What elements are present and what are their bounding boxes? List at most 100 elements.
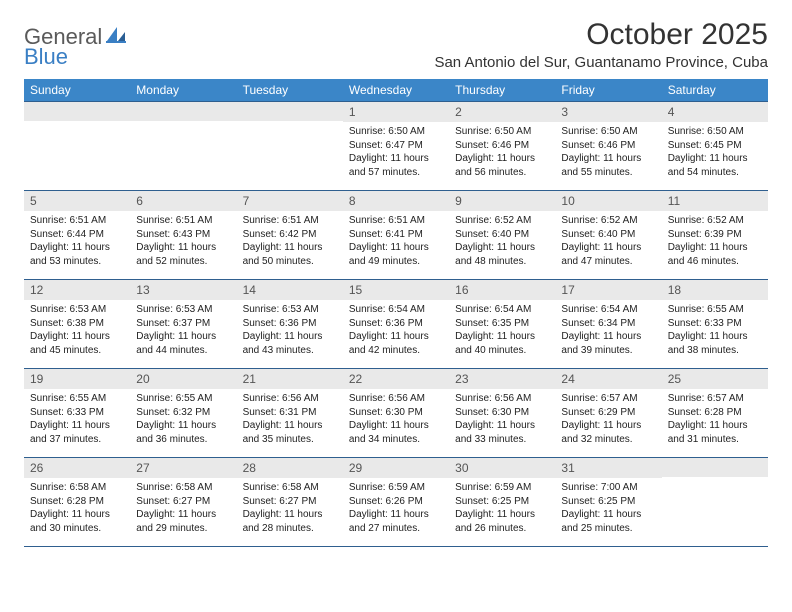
month-title: October 2025 [434, 18, 768, 52]
sunrise-text: Sunrise: 6:51 AM [136, 214, 230, 228]
day-number: 20 [130, 369, 236, 389]
day-cell: 18Sunrise: 6:55 AMSunset: 6:33 PMDayligh… [662, 280, 768, 368]
day-cell: 5Sunrise: 6:51 AMSunset: 6:44 PMDaylight… [24, 191, 130, 279]
daylight-line2: and 36 minutes. [136, 433, 230, 447]
sunset-text: Sunset: 6:30 PM [455, 406, 549, 420]
weekday-wednesday: Wednesday [343, 79, 449, 101]
day-number: 11 [662, 191, 768, 211]
sunset-text: Sunset: 6:27 PM [243, 495, 337, 509]
weekday-friday: Friday [555, 79, 661, 101]
daylight-line1: Daylight: 11 hours [349, 508, 443, 522]
sunrise-text: Sunrise: 6:56 AM [243, 392, 337, 406]
brand-sail-icon [106, 26, 128, 49]
sunrise-text: Sunrise: 6:59 AM [455, 481, 549, 495]
day-content: Sunrise: 6:51 AMSunset: 6:41 PMDaylight:… [343, 211, 449, 272]
day-cell: 29Sunrise: 6:59 AMSunset: 6:26 PMDayligh… [343, 458, 449, 546]
day-number: 29 [343, 458, 449, 478]
day-number: 21 [237, 369, 343, 389]
daylight-line2: and 32 minutes. [561, 433, 655, 447]
daylight-line1: Daylight: 11 hours [668, 419, 762, 433]
day-cell: 26Sunrise: 6:58 AMSunset: 6:28 PMDayligh… [24, 458, 130, 546]
daylight-line1: Daylight: 11 hours [136, 419, 230, 433]
day-content: Sunrise: 6:54 AMSunset: 6:35 PMDaylight:… [449, 300, 555, 361]
daylight-line2: and 34 minutes. [349, 433, 443, 447]
day-content: Sunrise: 6:52 AMSunset: 6:39 PMDaylight:… [662, 211, 768, 272]
sunrise-text: Sunrise: 6:55 AM [136, 392, 230, 406]
sunset-text: Sunset: 6:39 PM [668, 228, 762, 242]
daylight-line1: Daylight: 11 hours [136, 330, 230, 344]
sunset-text: Sunset: 6:28 PM [668, 406, 762, 420]
sunset-text: Sunset: 6:45 PM [668, 139, 762, 153]
daylight-line2: and 38 minutes. [668, 344, 762, 358]
day-content: Sunrise: 7:00 AMSunset: 6:25 PMDaylight:… [555, 478, 661, 539]
day-cell: 30Sunrise: 6:59 AMSunset: 6:25 PMDayligh… [449, 458, 555, 546]
daylight-line2: and 39 minutes. [561, 344, 655, 358]
sunrise-text: Sunrise: 6:50 AM [668, 125, 762, 139]
sunrise-text: Sunrise: 6:51 AM [243, 214, 337, 228]
day-number: 17 [555, 280, 661, 300]
sunset-text: Sunset: 6:47 PM [349, 139, 443, 153]
daylight-line1: Daylight: 11 hours [243, 330, 337, 344]
day-content: Sunrise: 6:55 AMSunset: 6:32 PMDaylight:… [130, 389, 236, 450]
daylight-line2: and 52 minutes. [136, 255, 230, 269]
day-cell: 20Sunrise: 6:55 AMSunset: 6:32 PMDayligh… [130, 369, 236, 457]
sunrise-text: Sunrise: 6:59 AM [349, 481, 443, 495]
daylight-line1: Daylight: 11 hours [455, 330, 549, 344]
daylight-line1: Daylight: 11 hours [243, 241, 337, 255]
week-row: 5Sunrise: 6:51 AMSunset: 6:44 PMDaylight… [24, 190, 768, 279]
day-cell: 27Sunrise: 6:58 AMSunset: 6:27 PMDayligh… [130, 458, 236, 546]
day-cell: 31Sunrise: 7:00 AMSunset: 6:25 PMDayligh… [555, 458, 661, 546]
sunset-text: Sunset: 6:38 PM [30, 317, 124, 331]
day-cell [130, 102, 236, 190]
day-number: 7 [237, 191, 343, 211]
day-number-empty [662, 458, 768, 477]
day-cell [662, 458, 768, 546]
day-content: Sunrise: 6:59 AMSunset: 6:26 PMDaylight:… [343, 478, 449, 539]
sunset-text: Sunset: 6:25 PM [455, 495, 549, 509]
day-number: 13 [130, 280, 236, 300]
day-number: 31 [555, 458, 661, 478]
daylight-line2: and 40 minutes. [455, 344, 549, 358]
day-number: 9 [449, 191, 555, 211]
sunrise-text: Sunrise: 6:57 AM [561, 392, 655, 406]
daylight-line2: and 29 minutes. [136, 522, 230, 536]
day-number: 4 [662, 102, 768, 122]
daylight-line2: and 47 minutes. [561, 255, 655, 269]
day-number: 2 [449, 102, 555, 122]
daylight-line1: Daylight: 11 hours [30, 330, 124, 344]
day-content: Sunrise: 6:59 AMSunset: 6:25 PMDaylight:… [449, 478, 555, 539]
day-content: Sunrise: 6:54 AMSunset: 6:36 PMDaylight:… [343, 300, 449, 361]
sunset-text: Sunset: 6:40 PM [561, 228, 655, 242]
day-cell: 15Sunrise: 6:54 AMSunset: 6:36 PMDayligh… [343, 280, 449, 368]
day-number: 30 [449, 458, 555, 478]
day-content: Sunrise: 6:51 AMSunset: 6:44 PMDaylight:… [24, 211, 130, 272]
day-content: Sunrise: 6:52 AMSunset: 6:40 PMDaylight:… [555, 211, 661, 272]
weekday-saturday: Saturday [662, 79, 768, 101]
daylight-line1: Daylight: 11 hours [668, 241, 762, 255]
day-number: 15 [343, 280, 449, 300]
daylight-line1: Daylight: 11 hours [561, 330, 655, 344]
day-content: Sunrise: 6:57 AMSunset: 6:28 PMDaylight:… [662, 389, 768, 450]
daylight-line2: and 54 minutes. [668, 166, 762, 180]
daylight-line2: and 43 minutes. [243, 344, 337, 358]
calendar: Sunday Monday Tuesday Wednesday Thursday… [24, 79, 768, 547]
daylight-line2: and 26 minutes. [455, 522, 549, 536]
day-cell: 2Sunrise: 6:50 AMSunset: 6:46 PMDaylight… [449, 102, 555, 190]
day-cell: 10Sunrise: 6:52 AMSunset: 6:40 PMDayligh… [555, 191, 661, 279]
daylight-line1: Daylight: 11 hours [243, 419, 337, 433]
day-content: Sunrise: 6:55 AMSunset: 6:33 PMDaylight:… [662, 300, 768, 361]
day-content: Sunrise: 6:50 AMSunset: 6:46 PMDaylight:… [555, 122, 661, 183]
weekday-header-row: Sunday Monday Tuesday Wednesday Thursday… [24, 79, 768, 101]
daylight-line2: and 35 minutes. [243, 433, 337, 447]
day-content: Sunrise: 6:57 AMSunset: 6:29 PMDaylight:… [555, 389, 661, 450]
daylight-line1: Daylight: 11 hours [30, 241, 124, 255]
day-number: 16 [449, 280, 555, 300]
day-content: Sunrise: 6:58 AMSunset: 6:28 PMDaylight:… [24, 478, 130, 539]
day-cell: 12Sunrise: 6:53 AMSunset: 6:38 PMDayligh… [24, 280, 130, 368]
daylight-line1: Daylight: 11 hours [349, 330, 443, 344]
day-number-empty [24, 102, 130, 121]
daylight-line1: Daylight: 11 hours [668, 330, 762, 344]
day-cell: 28Sunrise: 6:58 AMSunset: 6:27 PMDayligh… [237, 458, 343, 546]
daylight-line2: and 33 minutes. [455, 433, 549, 447]
day-cell: 9Sunrise: 6:52 AMSunset: 6:40 PMDaylight… [449, 191, 555, 279]
